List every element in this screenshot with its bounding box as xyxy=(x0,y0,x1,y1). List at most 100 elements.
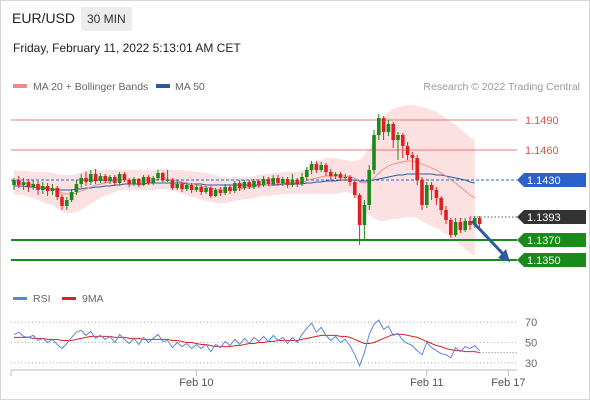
candle xyxy=(194,185,199,192)
candle xyxy=(261,176,266,187)
candle xyxy=(453,218,458,237)
candle xyxy=(377,114,381,140)
candle xyxy=(141,175,146,186)
candle-body xyxy=(357,195,362,225)
candle-body xyxy=(425,185,429,205)
candle-body xyxy=(453,222,458,235)
support-label-tag xyxy=(517,253,586,267)
candle xyxy=(69,189,74,202)
candle xyxy=(165,170,170,182)
candle-body xyxy=(137,179,141,185)
candle xyxy=(233,181,237,193)
candle xyxy=(372,130,376,174)
rsi-legend-swatch xyxy=(13,297,27,300)
candle-body xyxy=(420,180,424,205)
candle-body xyxy=(314,164,319,170)
candle-body xyxy=(199,187,203,192)
candle-body xyxy=(132,179,136,184)
level-labels: 1.1490 1.1460 1.1430 1.1393 1.1370 1.1350 xyxy=(517,115,586,267)
candle xyxy=(21,178,26,190)
candle xyxy=(367,165,371,210)
candle-body xyxy=(266,179,271,184)
candle-body xyxy=(237,183,242,188)
candle xyxy=(420,177,424,210)
rsi-line xyxy=(13,319,480,368)
candle xyxy=(439,196,443,215)
candle xyxy=(425,182,429,208)
candle-body xyxy=(151,178,155,183)
candle xyxy=(314,161,319,173)
candle xyxy=(271,175,275,186)
candle xyxy=(31,180,35,190)
rsi-legend-label: RSI xyxy=(33,293,51,305)
candle xyxy=(223,184,227,195)
candle-body xyxy=(65,200,69,206)
candle-body xyxy=(285,179,290,185)
candle xyxy=(324,163,328,176)
candle-body xyxy=(36,184,40,190)
candle-body xyxy=(117,174,122,183)
candle xyxy=(180,182,184,192)
last-price-label: 1.1393 xyxy=(527,212,561,224)
candle xyxy=(79,174,83,188)
candle-body xyxy=(247,182,251,187)
candle xyxy=(242,180,247,190)
candle-body xyxy=(305,170,309,177)
pivot-label: 1.1430 xyxy=(527,175,561,187)
candle xyxy=(252,179,256,189)
candle xyxy=(396,132,400,160)
candle-body xyxy=(228,187,232,191)
candle-body xyxy=(300,177,304,184)
candle xyxy=(343,174,347,181)
timestamp: Friday, February 11, 2022 5:13:01 AM CET xyxy=(13,41,241,55)
candle-body xyxy=(55,188,59,197)
candle-body xyxy=(271,178,275,184)
candle xyxy=(300,173,304,186)
candle-body xyxy=(439,198,443,210)
candle-body xyxy=(410,155,415,158)
candle xyxy=(113,175,117,186)
candle xyxy=(458,218,463,233)
candle xyxy=(156,170,160,180)
candle xyxy=(266,177,271,186)
ma20-legend-swatch xyxy=(13,84,27,88)
candle-body xyxy=(338,174,343,178)
candle xyxy=(185,183,189,191)
candle xyxy=(204,186,208,194)
candle-body xyxy=(257,181,261,185)
candle-body xyxy=(295,180,299,184)
forecast-arrow-shaft xyxy=(470,219,506,257)
candle-body xyxy=(242,182,247,188)
x-tick-label: Feb 17 xyxy=(491,377,525,389)
pivot-label-tag xyxy=(517,173,586,187)
candle-body xyxy=(84,178,88,182)
rsi-tick-label: 30 xyxy=(525,358,537,370)
ma20-legend-label: MA 20 + Bollinger Bands xyxy=(33,81,148,93)
candle xyxy=(405,142,410,160)
x-tick-label: Feb 11 xyxy=(410,377,443,389)
candle xyxy=(60,194,64,210)
candle-body xyxy=(165,180,170,181)
candle-body xyxy=(41,186,45,190)
candle xyxy=(276,175,280,185)
candle-body xyxy=(218,190,223,193)
candle-body xyxy=(477,218,482,224)
rsi-tick-label: 70 xyxy=(525,317,537,329)
candle xyxy=(386,120,391,136)
candle xyxy=(295,178,299,187)
candle-body xyxy=(31,184,35,187)
rsi-tick-label: 50 xyxy=(525,338,537,350)
candle xyxy=(209,186,213,198)
candle-body xyxy=(60,197,64,206)
candle xyxy=(12,178,16,190)
ma9-legend-swatch xyxy=(62,297,76,300)
candle-body xyxy=(233,183,237,191)
candle xyxy=(74,180,79,195)
timeframe-badge[interactable]: 30 MIN xyxy=(81,7,132,31)
candle xyxy=(122,172,127,182)
support-label: 1.1370 xyxy=(527,235,561,247)
candle xyxy=(84,172,88,186)
candle-body xyxy=(353,182,357,195)
candle xyxy=(348,175,352,186)
candle xyxy=(285,177,290,188)
